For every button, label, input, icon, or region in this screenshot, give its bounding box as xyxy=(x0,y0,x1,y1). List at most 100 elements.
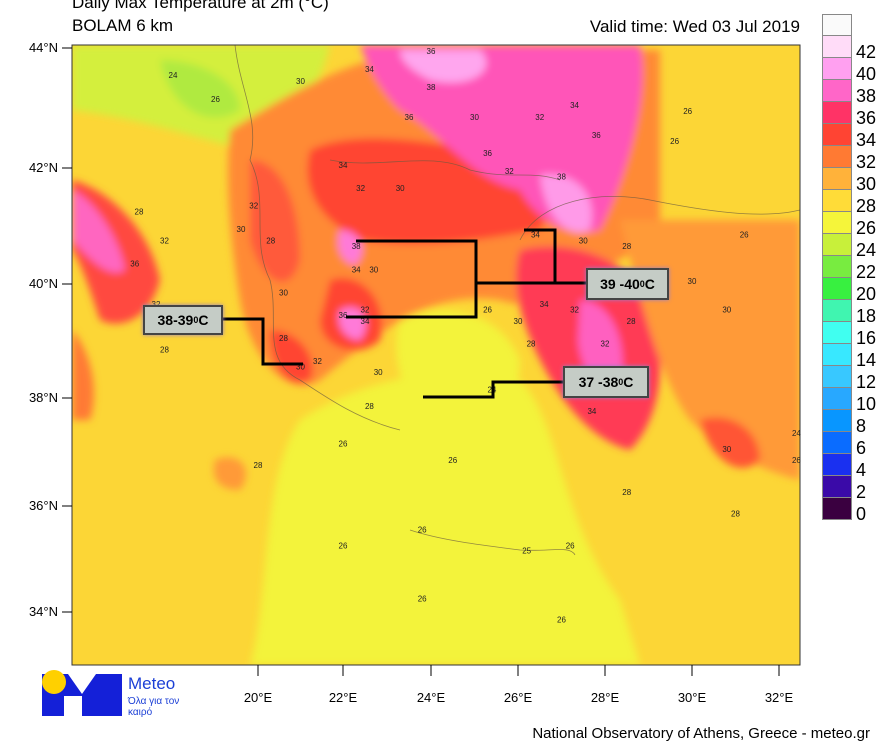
contour-label: 28 xyxy=(266,236,275,245)
colorbar-swatch xyxy=(822,366,852,388)
contour-label: 28 xyxy=(279,334,288,343)
contour-label: 34 xyxy=(361,317,370,326)
colorbar-label: 0 xyxy=(856,504,867,524)
contour-label: 30 xyxy=(688,277,697,286)
contour-label: 26 xyxy=(557,616,566,625)
contour-labels: 24 26 30 34 36 38 36 30 32 34 36 26 34 32 30 36 32 38 28 32… xyxy=(130,47,801,625)
colorbar-swatch xyxy=(822,168,852,190)
contour-label: 28 xyxy=(622,488,631,497)
latitude-axis: 44°N 42°N 40°N 38°N 36°N 34°N xyxy=(29,40,72,619)
contour-label: 32 xyxy=(570,306,579,315)
colorbar-swatch xyxy=(822,410,852,432)
contour-label: 34 xyxy=(531,231,540,240)
contour-label: 25 xyxy=(522,547,531,556)
lon-tick-label: 30°E xyxy=(678,690,707,705)
colorbar-label: 2 xyxy=(856,482,867,502)
logo-slogan: Όλα για τον καιρό xyxy=(128,696,180,718)
contour-label: 30 xyxy=(396,184,405,193)
contour-label: 26 xyxy=(483,306,492,315)
colorbar-swatch xyxy=(822,432,852,454)
contour-label: 28 xyxy=(527,340,536,349)
colorbar-label: 22 xyxy=(856,262,877,282)
contour-label: 32 xyxy=(249,202,258,211)
colorbar-label: 26 xyxy=(856,218,877,238)
contour-label: 30 xyxy=(374,368,383,377)
colorbar-label: 36 xyxy=(856,108,877,128)
colorbar-swatch xyxy=(822,146,852,168)
colorbar-label: 12 xyxy=(856,372,877,392)
contour-label: 30 xyxy=(722,306,731,315)
contour-label: 34 xyxy=(570,101,579,110)
contour-label: 36 xyxy=(592,131,601,140)
lon-tick-label: 24°E xyxy=(417,690,446,705)
contour-label: 38 xyxy=(557,173,566,182)
colorbar-swatch xyxy=(822,322,852,344)
colorbar-label: 40 xyxy=(856,64,877,84)
contour-label: 36 xyxy=(483,149,492,158)
contour-label: 32 xyxy=(356,184,365,193)
contour-label: 24 xyxy=(792,429,801,438)
lat-tick-label: 38°N xyxy=(29,390,58,405)
lat-tick-label: 44°N xyxy=(29,40,58,55)
meteo-logo-icon xyxy=(42,670,122,716)
contour-label: 30 xyxy=(369,265,378,274)
lat-tick-label: 34°N xyxy=(29,604,58,619)
colorbar-label: 16 xyxy=(856,328,877,348)
contour-label: 34 xyxy=(339,161,348,170)
lon-tick-label: 22°E xyxy=(329,690,358,705)
callout-connectors xyxy=(222,228,586,399)
coastlines xyxy=(234,45,800,556)
colorbar-swatch xyxy=(822,234,852,256)
lon-tick-label: 32°E xyxy=(765,690,794,705)
contour-label: 36 xyxy=(427,47,436,56)
colorbar-label: 20 xyxy=(856,284,877,304)
contour-label: 30 xyxy=(237,225,246,234)
contour-label: 30 xyxy=(514,317,523,326)
colorbar-swatch xyxy=(822,212,852,234)
colorbar xyxy=(822,14,852,520)
map-fill xyxy=(72,45,800,665)
colorbar-swatch xyxy=(822,124,852,146)
contour-label: 26 xyxy=(418,526,427,535)
colorbar-swatch xyxy=(822,80,852,102)
lon-tick-label: 26°E xyxy=(504,690,533,705)
colorbar-label: 24 xyxy=(856,240,877,260)
colorbar-swatch xyxy=(822,58,852,80)
meteo-logo: Meteo Όλα για τον καιρό xyxy=(36,666,196,724)
chart-title: Daily Max Temperature at 2m (°C) xyxy=(72,0,329,12)
colorbar-swatch xyxy=(822,14,852,36)
colorbar-label: 34 xyxy=(856,130,877,150)
colorbar-label: 10 xyxy=(856,394,877,414)
contour-label: 26 xyxy=(670,137,679,146)
contour-label: 30 xyxy=(296,77,305,86)
contour-label: 26 xyxy=(566,541,575,550)
contour-label: 32 xyxy=(361,306,370,315)
contour-label: 30 xyxy=(279,288,288,297)
contour-label: 26 xyxy=(740,231,749,240)
colorbar-swatch xyxy=(822,476,852,498)
colorbar-swatch xyxy=(822,344,852,366)
contour-label: 34 xyxy=(540,300,549,309)
contour-label: 28 xyxy=(254,461,263,470)
colorbar-label: 38 xyxy=(856,86,877,106)
colorbar-label: 28 xyxy=(856,196,877,216)
colorbar-swatch xyxy=(822,388,852,410)
contour-label: 28 xyxy=(622,242,631,251)
colorbar-swatch xyxy=(822,102,852,124)
contour-label: 26 xyxy=(448,456,457,465)
contour-label: 38 xyxy=(352,242,361,251)
lat-tick-label: 36°N xyxy=(29,498,58,513)
colorbar-label: 14 xyxy=(856,350,877,370)
contour-label: 30 xyxy=(296,363,305,372)
lat-tick-label: 40°N xyxy=(29,276,58,291)
contour-label: 28 xyxy=(627,317,636,326)
contour-label: 24 xyxy=(169,71,178,80)
contour-label: 32 xyxy=(152,300,161,309)
colorbar-label: 42 xyxy=(856,42,877,62)
contour-label: 30 xyxy=(722,445,731,454)
colorbar-label: 32 xyxy=(856,152,877,172)
colorbar-label: 8 xyxy=(856,416,867,436)
contour-label: 26 xyxy=(418,594,427,603)
